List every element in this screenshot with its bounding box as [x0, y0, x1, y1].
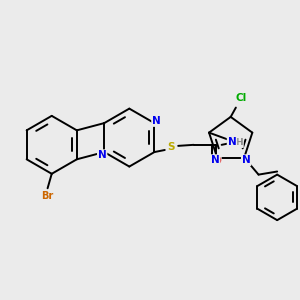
Text: N: N	[228, 137, 236, 147]
Text: N: N	[152, 116, 161, 126]
Text: O: O	[212, 156, 221, 167]
Text: Br: Br	[41, 190, 54, 200]
Text: N: N	[211, 155, 220, 165]
Text: N: N	[98, 150, 106, 160]
Text: S: S	[167, 142, 175, 152]
Text: H: H	[236, 138, 243, 147]
Text: Cl: Cl	[236, 93, 247, 103]
Text: N: N	[242, 155, 250, 165]
